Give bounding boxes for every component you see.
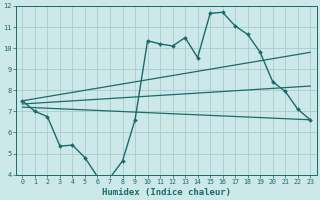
X-axis label: Humidex (Indice chaleur): Humidex (Indice chaleur): [102, 188, 231, 197]
